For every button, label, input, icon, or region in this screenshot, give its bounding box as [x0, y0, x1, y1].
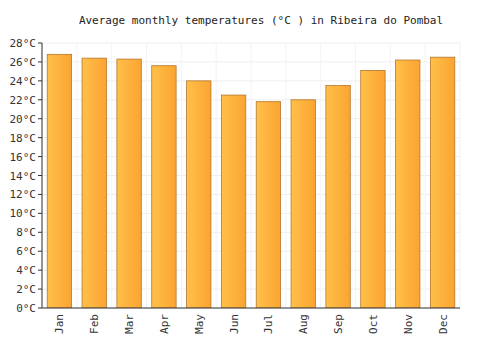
bar [117, 59, 141, 308]
tick-mark [38, 251, 42, 252]
grid-line-vertical [425, 43, 426, 308]
category-label: Mar [123, 314, 136, 334]
tick-label: 18°C [10, 132, 37, 145]
x-axis [42, 308, 460, 309]
category-label: Nov [402, 314, 415, 334]
bar [187, 81, 211, 308]
bar [221, 95, 245, 308]
tick-mark [38, 80, 42, 81]
tick-label: 4°C [16, 264, 36, 277]
tick-mark [38, 213, 42, 214]
category-label: Dec [437, 314, 450, 334]
tick-mark [38, 308, 42, 309]
tick-label: 22°C [10, 94, 37, 107]
title: Average monthly temperatures (°C ) in Ri… [79, 14, 443, 27]
tick-mark [38, 156, 42, 157]
grid-line-vertical [355, 43, 356, 308]
category-label: Feb [88, 314, 101, 334]
bar [326, 86, 350, 308]
grid-line-vertical [320, 43, 321, 308]
tick-mark [38, 137, 42, 138]
grid-line-vertical [76, 43, 77, 308]
bar [430, 57, 454, 308]
grid-line-vertical [146, 43, 147, 308]
tick-label: 20°C [10, 113, 37, 126]
category-label: Jun [228, 314, 241, 334]
tick-label: 6°C [16, 245, 36, 258]
bar [396, 60, 420, 308]
tick-label: 12°C [10, 188, 37, 201]
tick-mark [38, 232, 42, 233]
tick-label: 26°C [10, 56, 37, 69]
category-label: Jul [262, 314, 275, 334]
grid-line-vertical [251, 43, 252, 308]
tick-mark [38, 118, 42, 119]
tick-label: 16°C [10, 151, 37, 164]
chart: Average monthly temperatures (°C ) in Ri… [0, 0, 500, 350]
tick-mark [38, 99, 42, 100]
tick-mark [38, 61, 42, 62]
category-label: Oct [367, 314, 380, 334]
category-label: Aug [297, 314, 310, 334]
y-axis [42, 43, 43, 308]
bar [152, 66, 176, 308]
tick-label: 14°C [10, 170, 37, 183]
category-label: Jan [53, 314, 66, 334]
tick-mark [38, 194, 42, 195]
bars [47, 54, 455, 308]
tick-label: 0°C [16, 302, 36, 315]
bar [256, 102, 280, 308]
tick-mark [38, 289, 42, 290]
bar [47, 54, 71, 308]
tick-mark [38, 270, 42, 271]
grid [42, 43, 460, 308]
tick-mark [38, 43, 42, 44]
grid-line [42, 308, 460, 309]
bar [361, 70, 385, 308]
grid-line-vertical [111, 43, 112, 308]
grid-line-vertical [181, 43, 182, 308]
category-label: Sep [332, 314, 345, 334]
category-label: Apr [158, 314, 171, 334]
grid-line-vertical [390, 43, 391, 308]
tick-label: 2°C [16, 283, 36, 296]
grid-line-vertical [216, 43, 217, 308]
tick-mark [38, 175, 42, 176]
bar [82, 58, 106, 308]
tick-label: 24°C [10, 75, 37, 88]
tick-label: 28°C [10, 37, 37, 50]
grid-line-vertical [285, 43, 286, 308]
category-label: May [193, 314, 206, 334]
tick-label: 8°C [16, 226, 36, 239]
tick-label: 10°C [10, 207, 37, 220]
bar [291, 100, 315, 308]
grid-line-vertical [460, 43, 461, 308]
grid-line-vertical [42, 43, 43, 308]
